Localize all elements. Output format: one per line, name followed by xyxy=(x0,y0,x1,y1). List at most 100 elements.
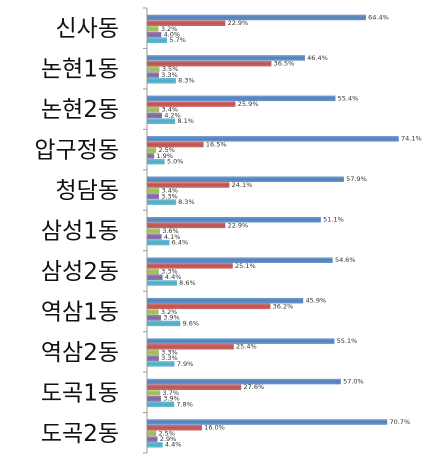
bar-value-label: 3.9% xyxy=(163,314,180,322)
bar-value-label: 8.1% xyxy=(177,117,194,125)
bar-mark xyxy=(147,136,399,142)
value-labels: 64.4%22.9%3.2%4.0%5.7%46.4%36.5%3.5%3.3%… xyxy=(156,13,421,448)
bar-mark xyxy=(147,442,163,448)
bar-mark xyxy=(147,268,159,275)
category-label: 신사동 xyxy=(56,16,119,42)
bar-mark xyxy=(147,217,321,223)
bar-value-label: 51.1% xyxy=(323,216,344,224)
bar-value-label: 64.4% xyxy=(368,13,389,21)
bar-mark xyxy=(147,26,159,32)
bar-value-label: 24.1% xyxy=(232,181,253,189)
bar-mark xyxy=(147,37,168,43)
bar-mark xyxy=(147,309,159,315)
bar-value-label: 1.9% xyxy=(156,152,173,160)
bar-value-label: 7.8% xyxy=(176,400,193,408)
bar-value-label: 3.5% xyxy=(162,65,179,73)
bar-mark xyxy=(147,384,242,390)
bar-mark xyxy=(147,263,233,269)
bar-value-label: 3.3% xyxy=(161,348,178,356)
bar-mark xyxy=(147,280,177,286)
bar-mark xyxy=(147,315,161,321)
bar-mark xyxy=(147,176,344,182)
category-label: 청담동 xyxy=(56,178,119,204)
bar-mark xyxy=(147,101,236,107)
bar-value-label: 57.0% xyxy=(343,377,364,385)
bar-mark xyxy=(147,107,160,113)
bar-value-label: 3.3% xyxy=(161,354,178,362)
bar-value-label: 54.6% xyxy=(335,256,356,264)
bar-mark xyxy=(147,303,271,310)
bar-mark xyxy=(147,436,158,442)
bar-value-label: 22.9% xyxy=(228,19,249,27)
bar-mark xyxy=(147,228,160,234)
bar-value-label: 3.4% xyxy=(162,106,179,114)
bar-value-label: 8.3% xyxy=(178,77,195,85)
bar-value-label: 4.2% xyxy=(164,111,181,119)
bar-value-label: 36.2% xyxy=(273,302,294,310)
bar-mark xyxy=(147,60,272,67)
bar-mark xyxy=(147,239,170,246)
bar-mark xyxy=(147,158,165,165)
bar-mark xyxy=(147,141,204,148)
bar-series xyxy=(147,14,399,448)
bar-mark xyxy=(147,349,159,356)
bar-value-label: 3.3% xyxy=(161,268,178,276)
category-label: 압구정동 xyxy=(34,138,119,164)
category-label: 역삼1동 xyxy=(41,299,119,325)
bar-mark xyxy=(147,199,176,205)
bar-mark xyxy=(147,118,176,124)
bar-mark xyxy=(147,72,159,78)
bar-value-label: 9.6% xyxy=(183,319,200,327)
axis-layer xyxy=(143,7,148,454)
category-label: 삼성1동 xyxy=(41,219,119,245)
bar-mark xyxy=(147,344,234,350)
bar-value-label: 16.5% xyxy=(206,140,227,148)
bar-value-label: 25.4% xyxy=(236,343,257,351)
bar-mark xyxy=(147,95,336,102)
bar-mark xyxy=(147,20,226,26)
bar-value-label: 2.5% xyxy=(158,429,175,437)
bar-value-label: 57.9% xyxy=(346,175,367,183)
category-label: 논현2동 xyxy=(41,97,119,123)
bar-value-label: 4.1% xyxy=(164,233,181,241)
bar-value-label: 6.4% xyxy=(172,238,189,246)
bar-value-label: 2.9% xyxy=(160,435,177,443)
bar-mark xyxy=(147,222,226,229)
category-label: 논현1동 xyxy=(41,57,119,83)
bar-value-label: 36.5% xyxy=(274,60,295,68)
bar-mark xyxy=(147,297,304,304)
bar-mark xyxy=(147,419,388,425)
bar-mark xyxy=(147,187,160,194)
bar-mark xyxy=(147,395,161,402)
bar-value-label: 3.2% xyxy=(161,25,178,33)
bar-mark xyxy=(147,355,159,361)
category-labels: 신사동논현1동논현2동압구정동청담동삼성1동삼성2동역삼1동역삼2동도곡1동도곡… xyxy=(34,16,119,447)
bar-value-label: 22.9% xyxy=(228,221,249,229)
bar-mark xyxy=(147,234,162,240)
bar-value-label: 3.9% xyxy=(163,395,180,403)
bar-value-label: 27.6% xyxy=(243,383,264,391)
bar-mark xyxy=(147,274,163,281)
bar-value-label: 70.7% xyxy=(389,418,410,426)
bar-mark xyxy=(147,425,202,431)
bar-value-label: 4.0% xyxy=(164,30,181,38)
bar-mark xyxy=(147,112,162,119)
bar-value-label: 3.3% xyxy=(161,71,178,79)
bar-mark xyxy=(147,153,155,159)
bar-mark xyxy=(147,378,341,385)
bar-value-label: 45.9% xyxy=(305,297,326,305)
bar-value-label: 8.6% xyxy=(179,279,196,287)
category-label: 삼성2동 xyxy=(41,259,119,285)
bar-value-label: 3.6% xyxy=(162,227,179,235)
bar-value-label: 25.9% xyxy=(238,100,259,108)
bar-value-label: 25.1% xyxy=(235,262,256,270)
bar-mark xyxy=(147,257,333,263)
bar-mark xyxy=(147,361,175,367)
bar-value-label: 4.4% xyxy=(165,441,182,449)
bar-mark xyxy=(147,147,157,153)
bar-value-label: 2.5% xyxy=(158,146,175,154)
bar-value-label: 46.4% xyxy=(307,54,328,62)
bar-mark xyxy=(147,338,335,344)
bar-value-label: 3.4% xyxy=(162,187,179,195)
